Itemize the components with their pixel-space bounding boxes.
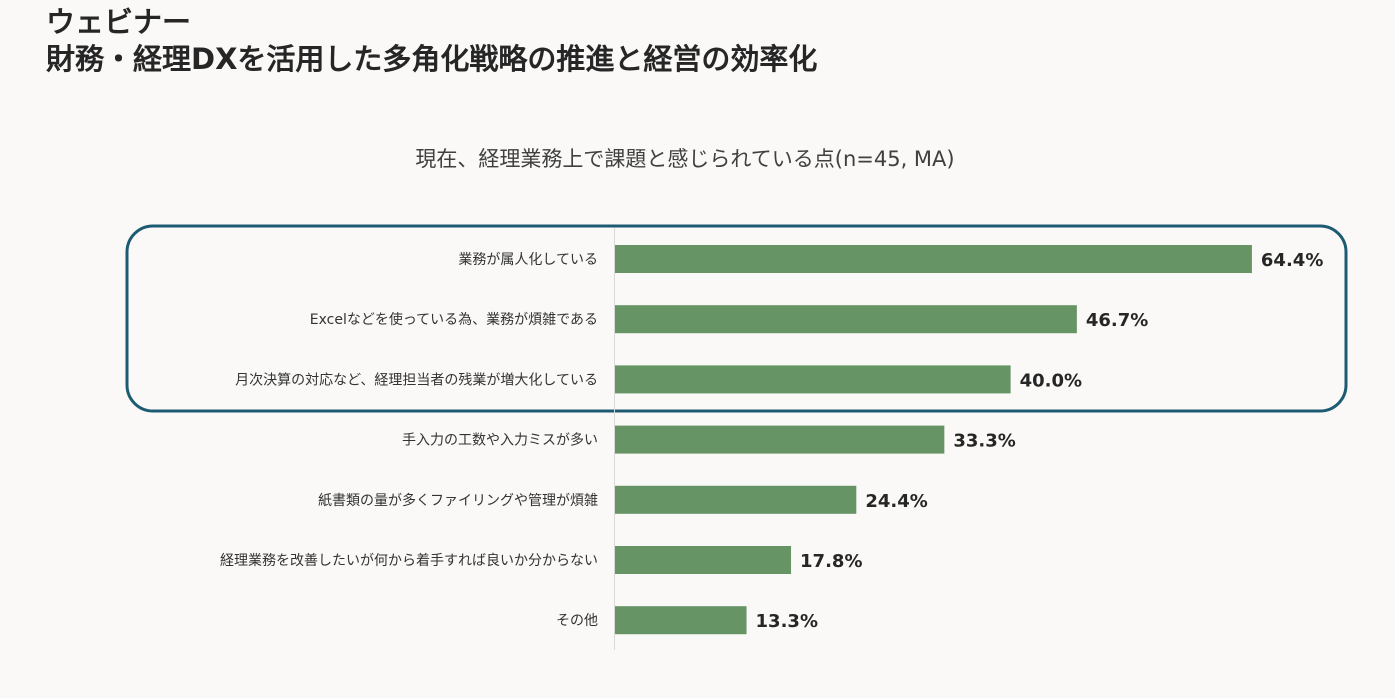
webinar-label: ウェビナー bbox=[46, 5, 192, 39]
bar bbox=[615, 606, 747, 635]
category-label: Excelなどを使っている為、業務が煩雑である bbox=[310, 311, 598, 328]
bar bbox=[615, 245, 1252, 273]
value-label: 46.7% bbox=[1086, 310, 1148, 331]
bar bbox=[615, 365, 1011, 394]
category-label: 経理業務を改善したいが何から着手すれば良いか分からない bbox=[220, 553, 598, 569]
value-label: 40.0% bbox=[1020, 370, 1082, 391]
bar bbox=[615, 546, 792, 574]
value-label: 64.4% bbox=[1261, 250, 1323, 271]
chart-title: 現在、経理業務上で課題と感じられている点(n=45, MA) bbox=[415, 147, 955, 171]
webinar-title: 財務・経理DXを活用した多角化戦略の推進と経営の効率化 bbox=[46, 42, 818, 76]
value-label: 13.3% bbox=[756, 611, 818, 632]
category-label: 月次決算の対応など、経理担当者の残業が増大化している bbox=[235, 372, 598, 388]
value-label: 17.8% bbox=[800, 551, 862, 572]
bar bbox=[615, 305, 1077, 334]
value-label: 33.3% bbox=[953, 431, 1015, 452]
category-label: 業務が属人化している bbox=[458, 252, 598, 268]
category-label: 手入力の工数や入力ミスが多い bbox=[402, 432, 598, 449]
bar bbox=[615, 425, 945, 454]
highlight-box bbox=[125, 224, 1348, 413]
slide-heading: ウェビナー 財務・経理DXを活用した多角化戦略の推進と経営の効率化 bbox=[46, 4, 817, 78]
category-label: 紙書類の量が多くファイリングや管理が煩雑 bbox=[318, 492, 598, 509]
value-label: 24.4% bbox=[865, 491, 927, 512]
category-label: その他 bbox=[556, 613, 598, 629]
bars-layer: 業務が属人化している 64.4% Excelなどを使っている為、業務が煩雑である 46… bbox=[220, 245, 1323, 635]
bar bbox=[615, 485, 857, 514]
